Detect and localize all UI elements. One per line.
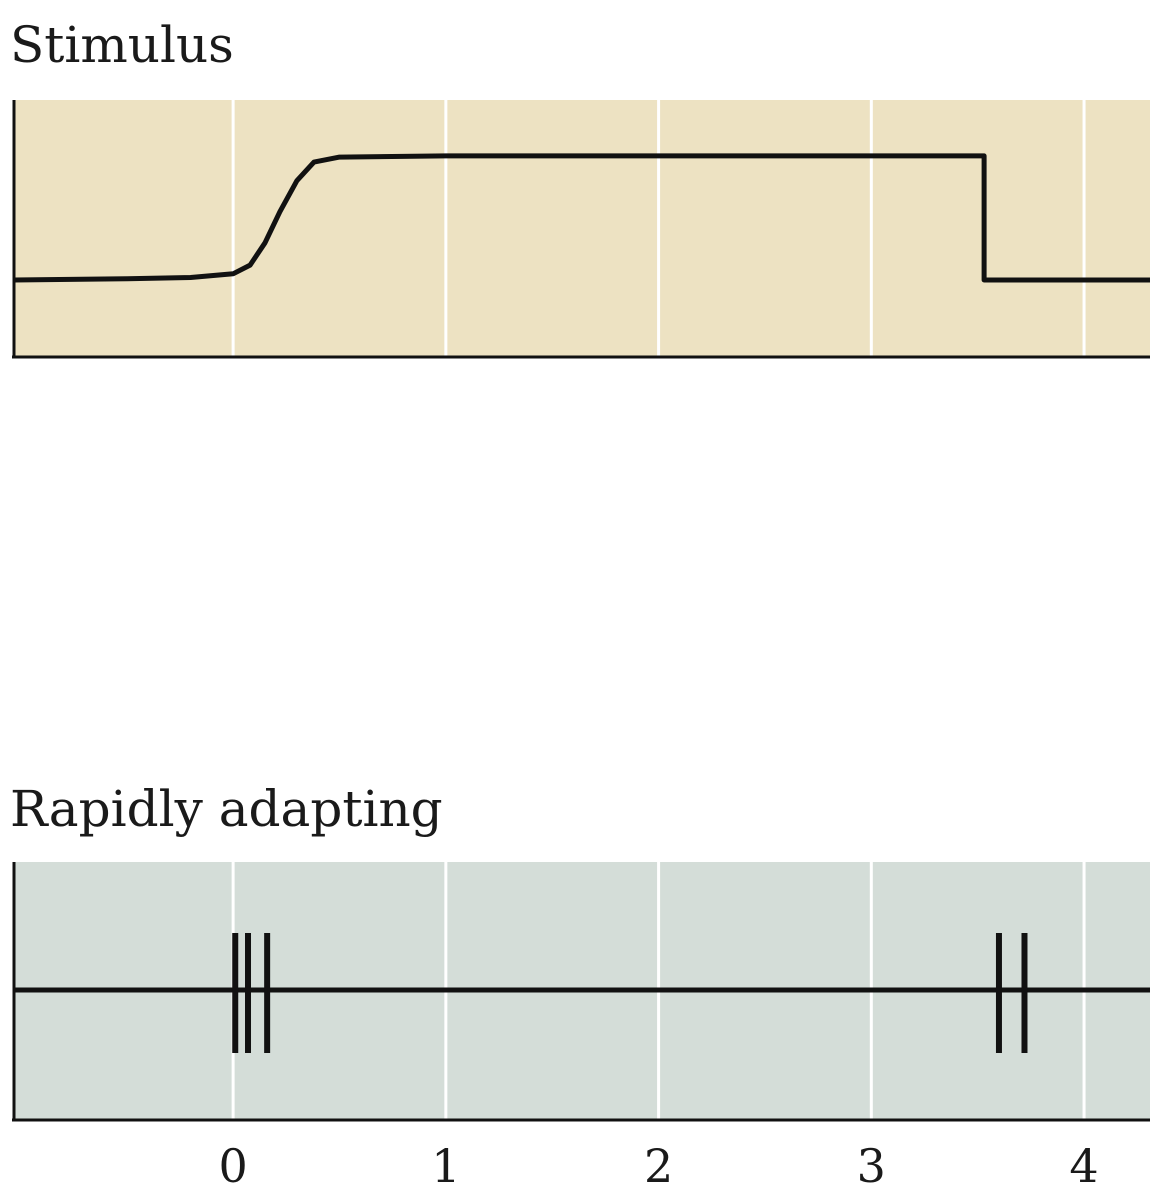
stimulus-panel: Stimulus	[10, 16, 1150, 359]
stimulus-gridlines	[231, 100, 1086, 357]
rapidly-adapting-panel: Rapidly adapting 0 1 2 3 4	[10, 780, 1150, 1193]
stimulus-plot-area	[14, 100, 1150, 357]
x-tick-label-0: 0	[218, 1139, 247, 1193]
x-tick-label-3: 3	[857, 1139, 886, 1193]
stimulus-series-line	[13, 153, 1150, 283]
x-axis-tick-labels: 0 1 2 3 4	[218, 1139, 1098, 1193]
spike-marks	[232, 933, 1028, 1053]
x-tick-label-4: 4	[1069, 1139, 1098, 1193]
rapidly-adapting-panel-title: Rapidly adapting	[10, 780, 443, 838]
stimulus-panel-title: Stimulus	[10, 16, 234, 74]
x-tick-label-1: 1	[431, 1139, 460, 1193]
x-tick-label-2: 2	[644, 1139, 673, 1193]
